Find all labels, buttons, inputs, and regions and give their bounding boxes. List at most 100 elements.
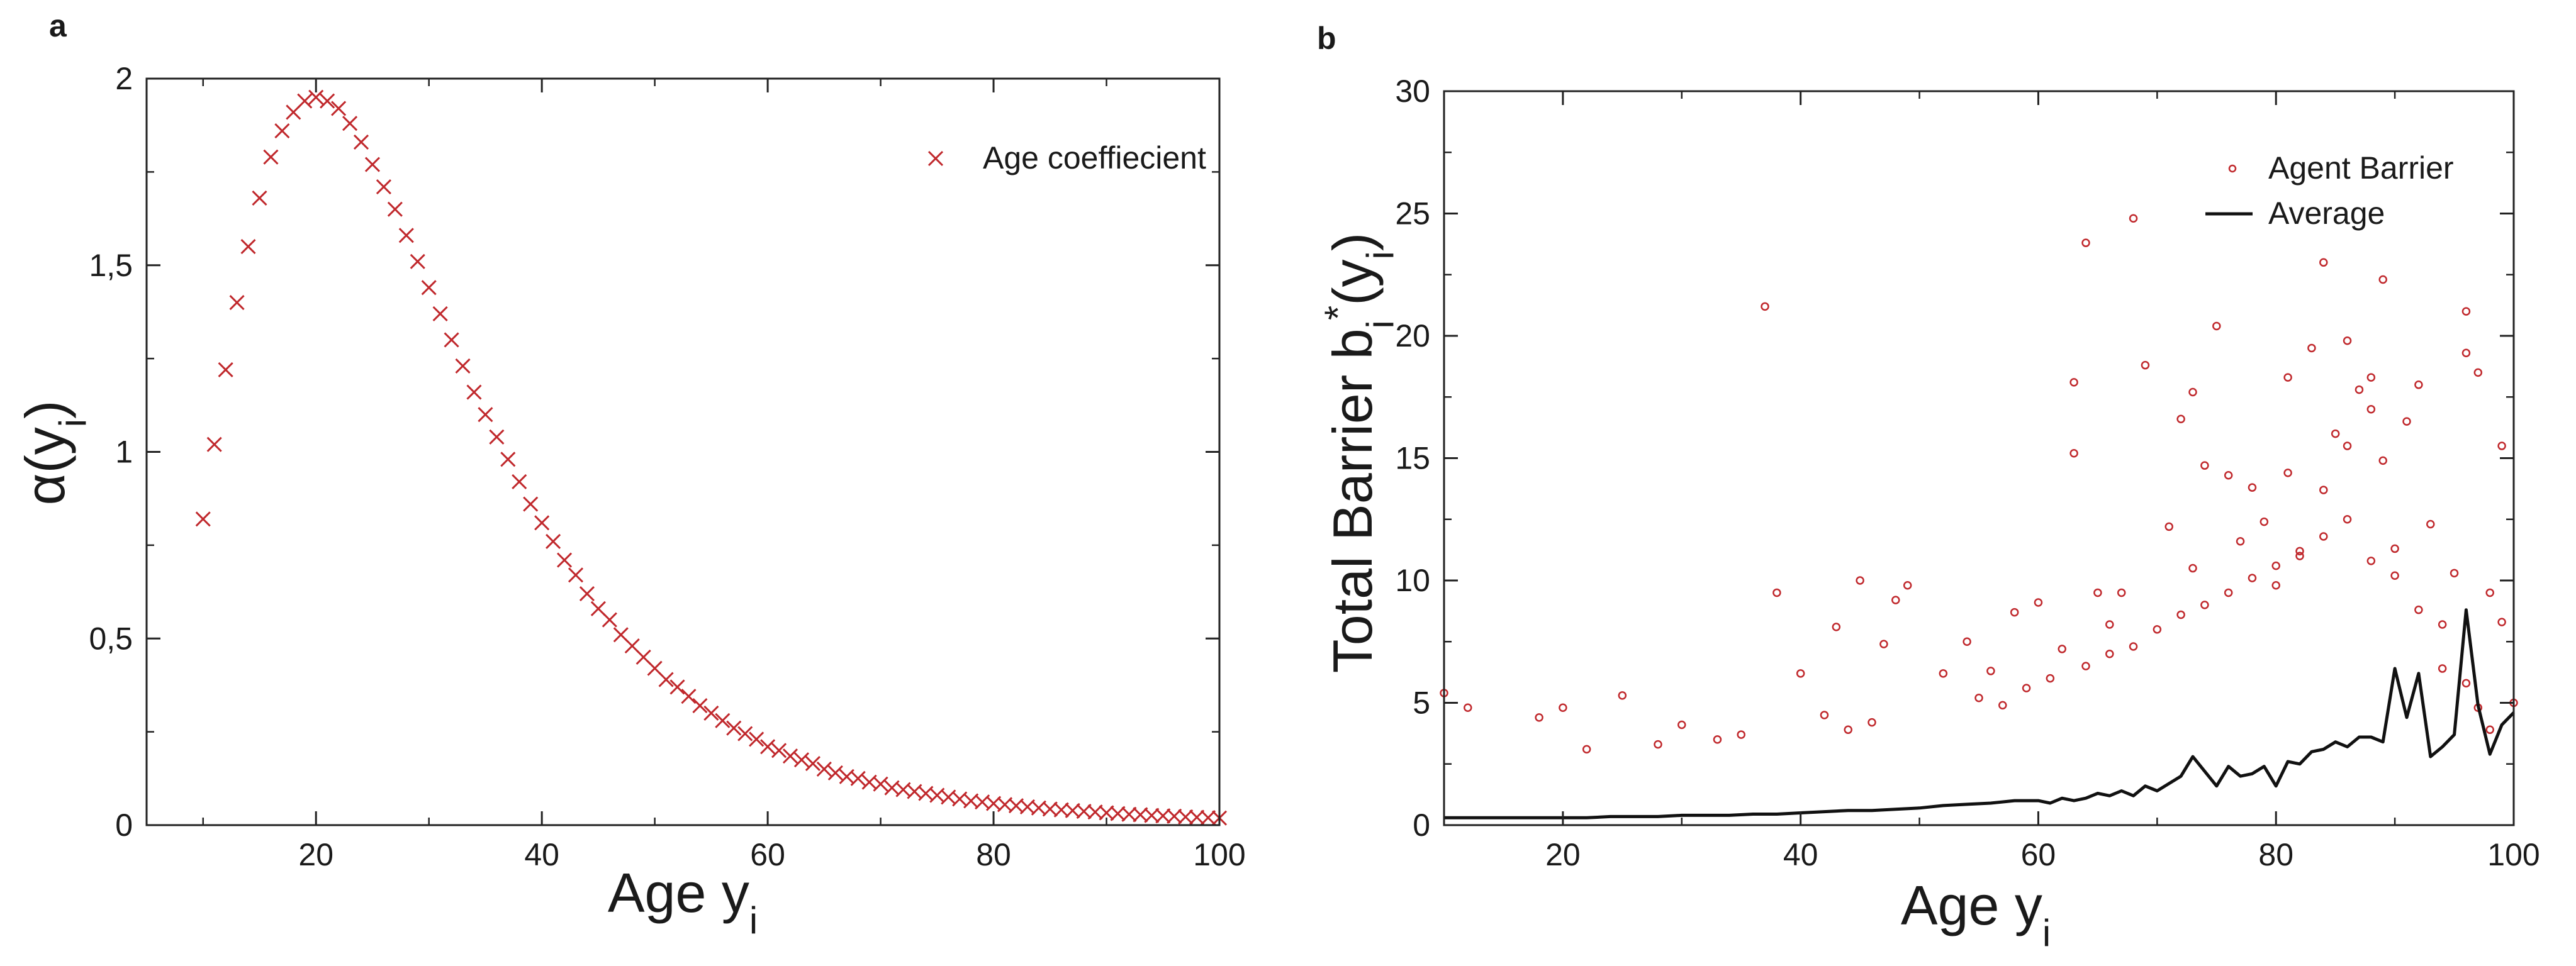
- panel-a-marks: [195, 89, 1228, 826]
- agent-barrier-point: [2497, 618, 2506, 626]
- panel-a-legend-marker: [927, 150, 944, 167]
- agent-barrier-point: [1891, 596, 1900, 604]
- agent-barrier-point: [1974, 693, 1983, 702]
- panel-a-y-axis-title: α(yi): [14, 401, 94, 506]
- age-coefficient-point: [432, 306, 448, 321]
- age-coefficient-point: [195, 511, 211, 527]
- panel-b: b 20 40 60 80 100 0 5 10 15 20 25 30 Agent Barrier …: [1317, 21, 2540, 954]
- agent-barrier-point: [1796, 669, 1805, 678]
- panel-b-y-tick-label: 15: [1395, 441, 1430, 476]
- agent-barrier-point: [2069, 378, 2078, 387]
- age-coefficient-point: [500, 452, 516, 467]
- age-coefficient-point: [478, 407, 493, 423]
- age-coefficient-point: [579, 586, 595, 602]
- agent-barrier-point: [2355, 385, 2364, 394]
- agent-barrier-point: [2366, 557, 2376, 565]
- agent-barrier-point: [1654, 740, 1662, 749]
- agent-barrier-point: [1618, 691, 1627, 700]
- agent-barrier-point: [2188, 387, 2197, 397]
- agent-barrier-point: [2176, 414, 2185, 424]
- agent-barrier-point: [2343, 336, 2352, 345]
- agent-barrier-point: [2295, 547, 2304, 556]
- panel-b-y-tick-label: 25: [1395, 196, 1430, 231]
- agent-barrier-point: [2224, 470, 2233, 480]
- age-coefficient-point: [1189, 809, 1205, 825]
- age-coefficient-point: [353, 134, 369, 150]
- panel-a-x-tick-label: 60: [750, 837, 785, 872]
- panel-b-x-tick-label: 40: [1783, 837, 1818, 872]
- age-coefficient-point: [681, 689, 697, 704]
- age-coefficient-point: [669, 679, 685, 695]
- panel-a-y-tick-label: 2: [115, 61, 133, 96]
- age-coefficient-point: [229, 295, 245, 311]
- panel-b-ticks: 20 40 60 80 100 0 5 10 15 20 25 30: [1395, 74, 2540, 872]
- agent-barrier-point: [2081, 662, 2090, 670]
- age-coefficient-point: [703, 705, 719, 721]
- age-coefficient-point: [534, 515, 550, 531]
- panel-a-x-tick-label: 40: [524, 837, 559, 872]
- agent-barrier-point: [2319, 258, 2328, 267]
- age-coefficient-point: [331, 101, 347, 116]
- agent-barrier-point: [1464, 703, 1472, 713]
- age-coefficient-point: [816, 761, 832, 777]
- agent-barrier-point: [2248, 483, 2257, 492]
- panel-b-y-tick-label: 0: [1413, 808, 1430, 843]
- panel-a-y-tick-label: 1,5: [89, 248, 133, 283]
- age-coefficient-point: [827, 765, 843, 780]
- age-coefficient-point: [658, 672, 674, 687]
- age-coefficient-point: [206, 436, 222, 452]
- agent-barrier-point: [1761, 302, 1769, 311]
- agent-barrier-point: [2450, 569, 2459, 578]
- agent-barrier-point: [2461, 348, 2471, 357]
- age-coefficient-point: [218, 362, 233, 377]
- panel-b-x-axis-title: Age yi: [1901, 874, 2051, 954]
- age-coefficient-point: [782, 748, 798, 764]
- panel-b-letter: b: [1317, 21, 1336, 56]
- panel-b-y-tick-label: 30: [1395, 74, 1430, 109]
- agent-barrier-point: [1879, 640, 1888, 648]
- age-coefficient-point: [263, 149, 279, 165]
- age-coefficient-point: [715, 713, 731, 728]
- age-coefficient-point: [376, 179, 391, 195]
- panel-b-y-tick-label: 10: [1395, 563, 1430, 598]
- agent-barrier-point: [2153, 625, 2162, 634]
- agent-barrier-point: [1820, 711, 1829, 719]
- age-coefficient-point: [850, 770, 866, 786]
- age-coefficient-point: [421, 280, 437, 296]
- panel-a-legend: Age coeffiecient: [927, 140, 1206, 175]
- age-coefficient-point: [873, 776, 888, 792]
- agent-barrier-point: [1559, 703, 1567, 713]
- age-coefficient-point: [546, 533, 561, 550]
- age-coefficient-point: [512, 474, 527, 490]
- panel-a-letter: a: [49, 8, 67, 43]
- agent-barrier-point: [2438, 664, 2447, 673]
- agent-barrier-point: [2046, 674, 2055, 683]
- agent-barrier-point: [2331, 429, 2340, 438]
- agent-barrier-point: [2319, 532, 2328, 541]
- agent-barrier-point: [2343, 441, 2352, 450]
- age-coefficient-point: [805, 756, 820, 772]
- panel-b-legend-circle: [2228, 164, 2237, 173]
- age-coefficient-point: [274, 123, 290, 139]
- agent-barrier-point: [2319, 486, 2328, 494]
- age-coefficient-point: [387, 201, 403, 217]
- age-coefficient-point: [749, 731, 764, 747]
- age-coefficient-point: [398, 228, 414, 243]
- agent-barrier-point: [2485, 588, 2494, 597]
- agent-barrier-point: [2164, 522, 2173, 531]
- age-coefficient-point: [737, 726, 753, 741]
- age-coefficient-point: [602, 612, 617, 628]
- average-line: [1444, 608, 2515, 819]
- panel-a-x-tick-label: 20: [298, 837, 333, 872]
- agent-barrier-point: [2366, 404, 2376, 414]
- agent-barrier-point: [1939, 669, 1948, 678]
- agent-barrier-point: [2402, 417, 2411, 426]
- agent-barrier-point: [2212, 321, 2221, 331]
- age-coefficient-point: [410, 253, 425, 269]
- agent-barrier-point: [1677, 720, 1686, 730]
- age-coefficient-point: [240, 239, 256, 255]
- agent-barrier-point: [2034, 598, 2043, 607]
- agent-barrier-point: [2307, 343, 2316, 353]
- agent-barrier-point: [2271, 561, 2280, 570]
